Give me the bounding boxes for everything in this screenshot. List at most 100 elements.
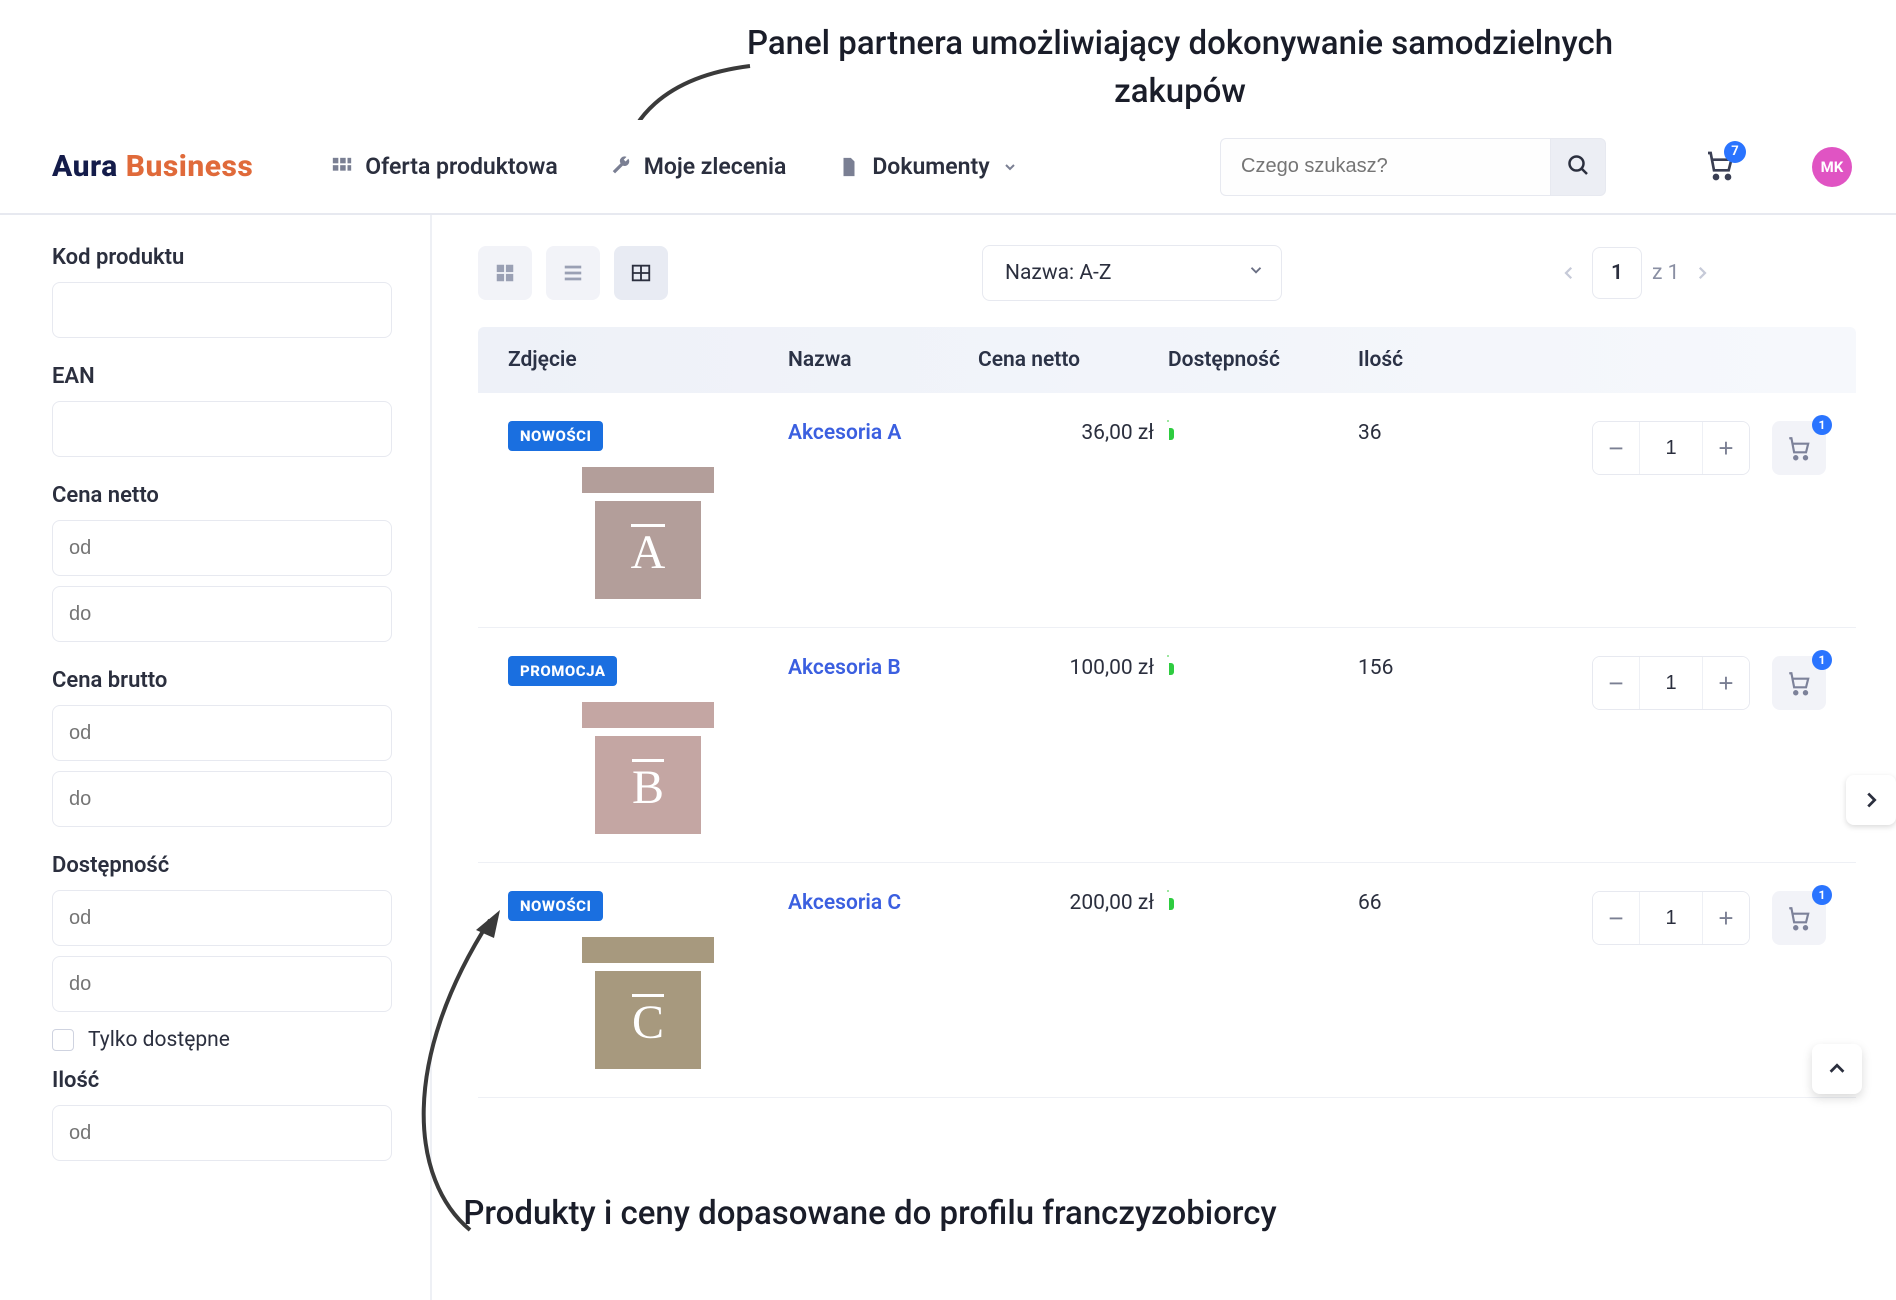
filter-gross-price-label: Cena brutto [52,668,392,693]
filter-avail-from[interactable] [52,890,392,946]
nav-orders-label: Moje zlecenia [644,153,787,180]
stepper-decrement[interactable]: − [1593,422,1639,474]
add-to-cart-button[interactable]: 1 [1772,891,1826,945]
annotation-bottom: Produkty i ceny dopasowane do profilu fr… [420,1190,1320,1238]
filter-product-code-input[interactable] [52,282,392,338]
view-list-button[interactable] [546,246,600,300]
product-cell: NOWOŚCI C [508,891,788,1069]
filter-qty-from[interactable] [52,1105,392,1161]
cart-line-badge: 1 [1812,650,1832,670]
filter-quantity-label: Ilość [52,1068,392,1093]
grid-icon [331,156,353,178]
stepper-decrement[interactable]: − [1593,657,1639,709]
th-image: Zdjęcie [508,348,788,372]
pager-next[interactable] [1689,264,1715,282]
add-to-cart-button[interactable]: 1 [1772,656,1826,710]
product-badge: PROMOCJA [508,656,617,686]
pager: 1 z 1 [1556,247,1715,299]
product-price: 36,00 zł [978,421,1168,599]
search-icon [1566,153,1590,181]
product-name[interactable]: Akcesoria C [788,891,978,1069]
filter-gross-to[interactable] [52,771,392,827]
pager-prev[interactable] [1556,264,1582,282]
filter-gross-from[interactable] [52,705,392,761]
chevron-down-icon [1247,261,1265,285]
nav-documents[interactable]: Dokumenty [838,153,1017,180]
quantity-stepper[interactable]: − + [1592,891,1750,945]
topbar: Aura Business Oferta produktowa Moje zle… [0,120,1896,215]
stepper-decrement[interactable]: − [1593,892,1639,944]
wrench-icon [610,156,632,178]
filter-net-price-label: Cena netto [52,483,392,508]
view-grid-button[interactable] [478,246,532,300]
filter-net-to[interactable] [52,586,392,642]
nav-documents-label: Dokumenty [872,153,989,180]
filter-product-code-label: Kod produktu [52,245,392,270]
checkbox-icon [52,1029,74,1051]
filters-sidebar: Kod produktu EAN Cena netto Cena brutto … [0,215,432,1300]
search-button[interactable] [1550,138,1606,196]
nav-orders[interactable]: Moje zlecenia [610,153,787,180]
search [1220,138,1606,196]
table-row: NOWOŚCI A Akcesoria A 36,00 zł 36 − + 1 [478,393,1856,628]
product-cell: NOWOŚCI A [508,421,788,599]
filter-net-from[interactable] [52,520,392,576]
product-availability [1168,891,1358,1069]
pager-current[interactable]: 1 [1592,247,1642,299]
product-thumb[interactable]: B [582,702,714,834]
th-net-price: Cena netto [978,348,1080,372]
avatar[interactable]: MK [1812,147,1852,187]
row-actions: − + 1 [1508,891,1826,1069]
product-price: 100,00 zł [978,656,1168,834]
add-to-cart-button[interactable]: 1 [1772,421,1826,475]
product-stock: 156 [1358,656,1508,834]
side-next-button[interactable] [1846,775,1896,825]
stepper-increment[interactable]: + [1703,657,1749,709]
stepper-increment[interactable]: + [1703,422,1749,474]
table-row: PROMOCJA B Akcesoria B 100,00 zł 156 − +… [478,628,1856,863]
product-cell: PROMOCJA B [508,656,788,834]
filter-avail-to[interactable] [52,956,392,1012]
annotation-top: Panel partnera umożliwiający dokonywanie… [700,20,1660,116]
search-input[interactable] [1220,138,1550,196]
product-stock: 36 [1358,421,1508,599]
product-thumb[interactable]: C [582,937,714,1069]
pager-total: z 1 [1652,261,1679,285]
filter-only-available[interactable]: Tylko dostępne [52,1028,392,1052]
th-quantity: Ilość [1358,348,1508,372]
nav-offer-label: Oferta produktowa [365,153,557,180]
product-thumb[interactable]: A [582,467,714,599]
stepper-input[interactable] [1639,892,1703,944]
product-availability [1168,421,1358,599]
cart-line-badge: 1 [1812,885,1832,905]
product-availability [1168,656,1358,834]
header-cart[interactable]: 7 [1704,149,1736,185]
product-stock: 66 [1358,891,1508,1069]
nav-offer[interactable]: Oferta produktowa [331,153,557,180]
product-badge: NOWOŚCI [508,421,603,451]
table-header: Zdjęcie Nazwa Cena netto Dostępność Iloś… [478,327,1856,393]
table-row: NOWOŚCI C Akcesoria C 200,00 zł 66 − + 1 [478,863,1856,1098]
product-name[interactable]: Akcesoria A [788,421,978,599]
sort-dropdown[interactable]: Nazwa: A-Z [982,245,1282,301]
th-name: Nazwa [788,348,978,372]
logo-part2: Business [126,149,254,184]
product-name[interactable]: Akcesoria B [788,656,978,834]
logo-part1: Aura [52,149,118,184]
scroll-top-button[interactable] [1812,1044,1862,1094]
cart-line-badge: 1 [1812,415,1832,435]
view-table-button[interactable] [614,246,668,300]
quantity-stepper[interactable]: − + [1592,421,1750,475]
stepper-increment[interactable]: + [1703,892,1749,944]
row-actions: − + 1 [1508,421,1826,599]
sort-value: Nazwa: A-Z [1005,261,1111,285]
logo[interactable]: Aura Business [52,149,253,184]
main-content: Nazwa: A-Z 1 z 1 Zdjęcie Nazwa [432,215,1896,1300]
stepper-input[interactable] [1639,657,1703,709]
filter-availability-label: Dostępność [52,853,392,878]
filter-ean-input[interactable] [52,401,392,457]
quantity-stepper[interactable]: − + [1592,656,1750,710]
product-price: 200,00 zł [978,891,1168,1069]
stepper-input[interactable] [1639,422,1703,474]
annotation-arrow-bottom [390,900,550,1240]
